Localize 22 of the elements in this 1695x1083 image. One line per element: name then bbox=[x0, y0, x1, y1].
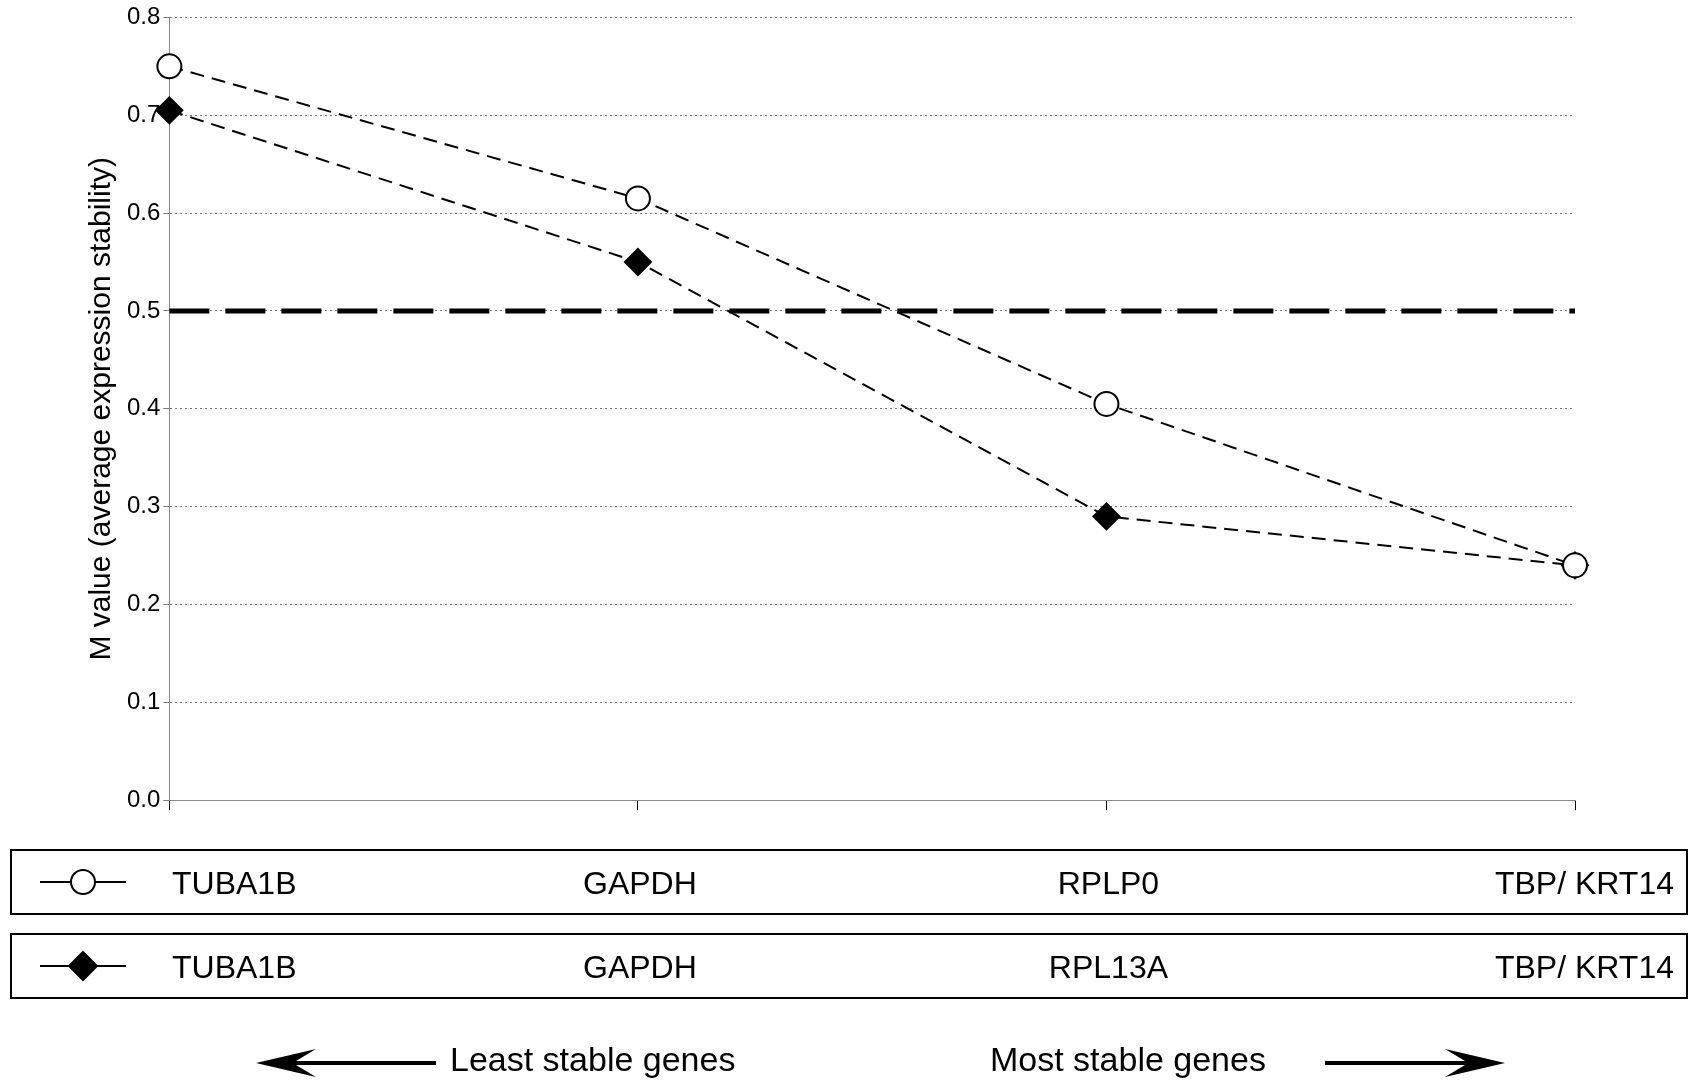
text: TBP/ KRT14 bbox=[1494, 865, 1674, 902]
text: GAPDH bbox=[583, 865, 697, 902]
point bbox=[623, 248, 652, 277]
text: TUBA1B bbox=[172, 949, 297, 986]
y-tick-label: 0.7 bbox=[126, 99, 161, 127]
y-tick-label: 0.0 bbox=[126, 784, 161, 812]
y-tick-label: 0.3 bbox=[126, 491, 161, 519]
y-tick-label: 0.5 bbox=[126, 295, 161, 323]
y-tick-label: 0.2 bbox=[126, 589, 161, 617]
y-tick-label: 0.8 bbox=[126, 2, 161, 30]
y-tick-label: 0.1 bbox=[126, 686, 161, 714]
text: RPLP0 bbox=[1057, 865, 1160, 902]
text: RPL13A bbox=[1048, 949, 1169, 986]
y-tick-label: 0.6 bbox=[126, 197, 161, 225]
text: GAPDH bbox=[583, 949, 697, 986]
text: Least stable genes bbox=[450, 1040, 736, 1079]
point bbox=[1092, 502, 1121, 531]
y-axis-title: M value (average expression stability) bbox=[83, 157, 117, 661]
y-tick-label: 0.4 bbox=[126, 393, 161, 421]
text: Most stable genes bbox=[990, 1040, 1266, 1079]
text: TBP/ KRT14 bbox=[1494, 949, 1674, 986]
text: TUBA1B bbox=[172, 865, 297, 902]
